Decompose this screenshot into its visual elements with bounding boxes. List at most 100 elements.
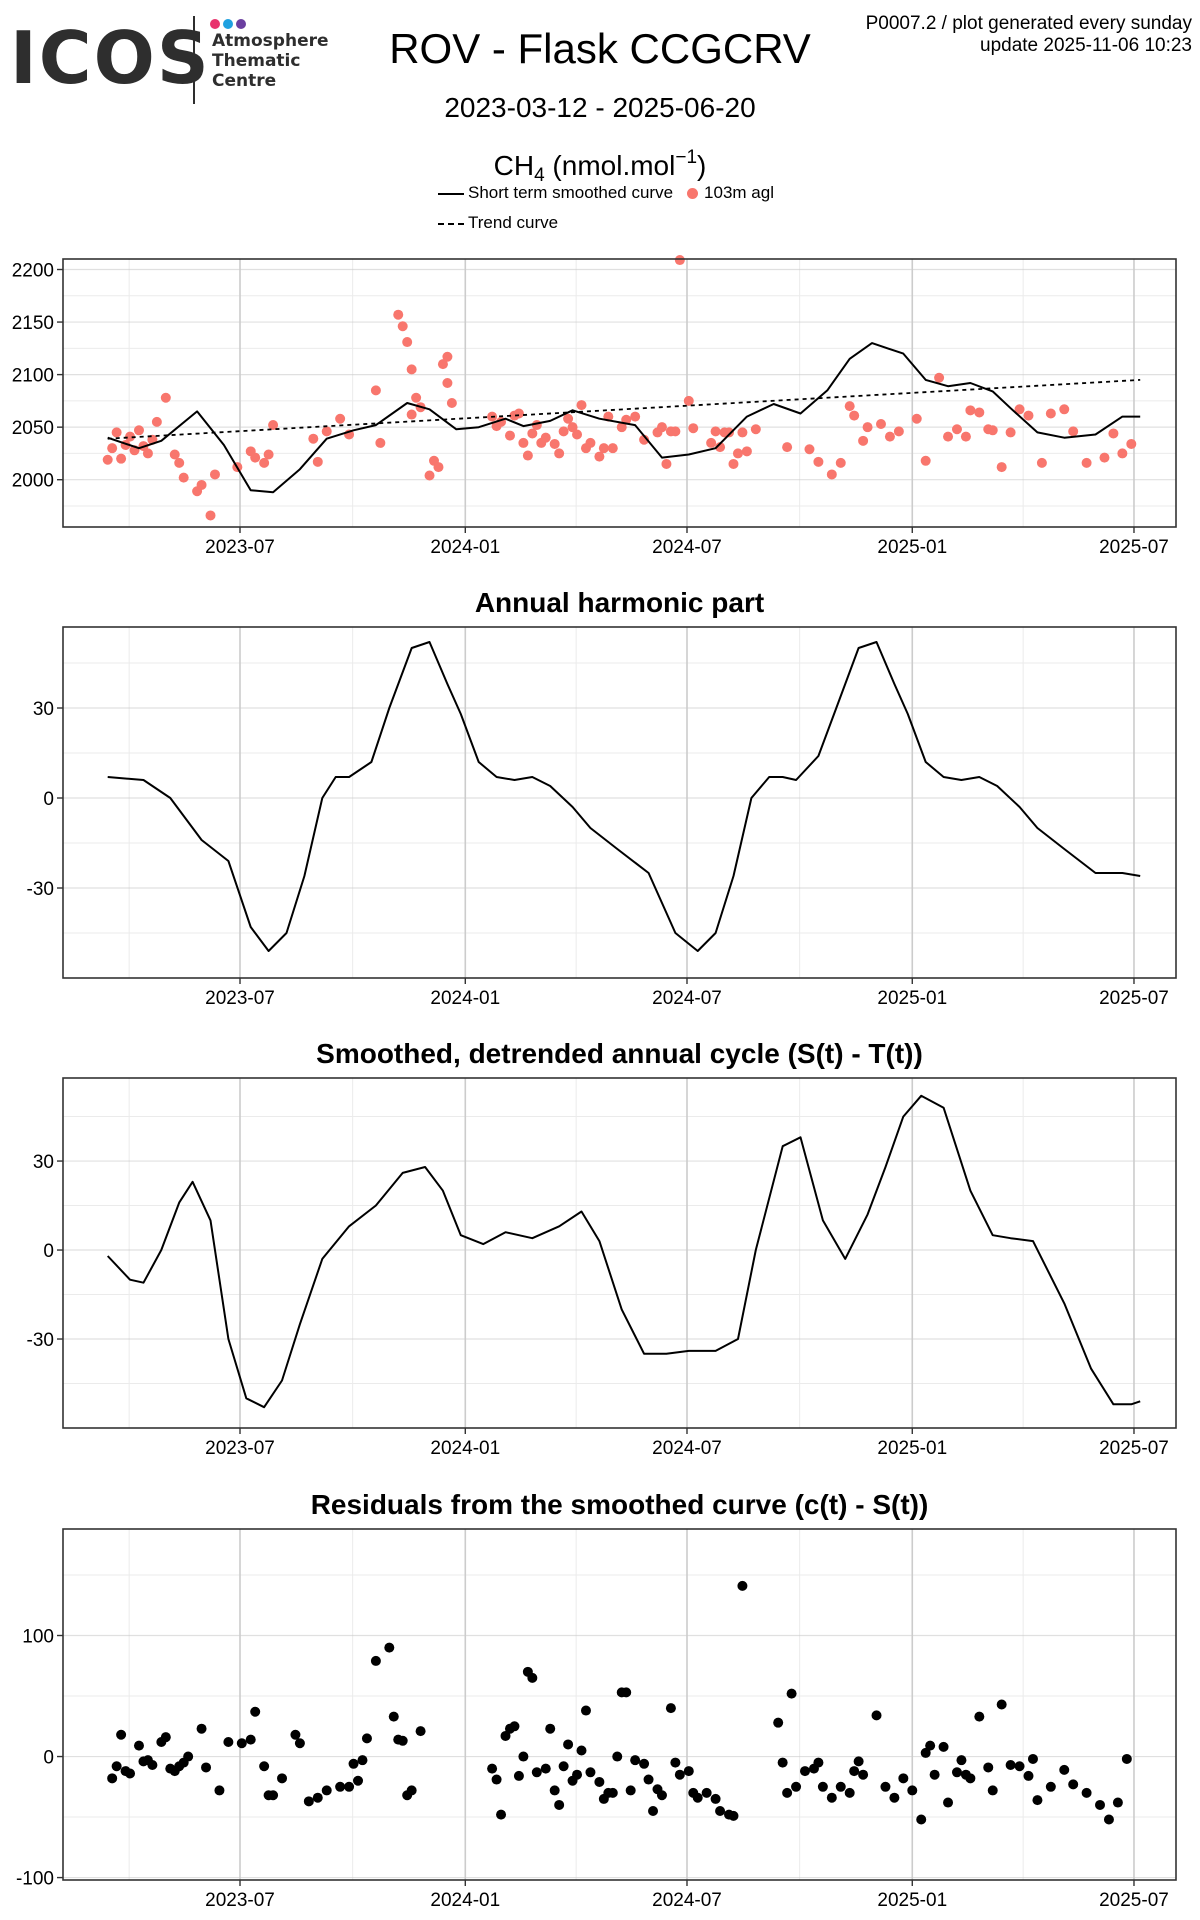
ch4-point — [196, 479, 207, 490]
detrended-cycle-panel-border — [62, 1077, 1177, 1429]
ch4-point — [393, 309, 404, 320]
residual-point — [201, 1762, 212, 1773]
residual-point — [277, 1773, 288, 1784]
residual-point — [929, 1769, 940, 1780]
species-base: CH — [493, 150, 535, 181]
residual-point — [715, 1806, 726, 1817]
date-range: 2023-03-12 - 2025-06-20 — [444, 92, 756, 123]
residual-point — [777, 1757, 788, 1768]
residual-point — [670, 1757, 681, 1768]
residual-point — [370, 1655, 381, 1666]
residual-point — [817, 1781, 828, 1792]
detrended-cycle-x-tick-label: 2023-07 — [205, 1438, 275, 1459]
detrended-cycle-y-tick-label: 30 — [33, 1152, 54, 1173]
residual-point — [683, 1766, 694, 1777]
ch4-point — [169, 449, 180, 460]
residual-point — [290, 1729, 301, 1740]
ch4-point — [102, 454, 113, 465]
residual-point — [563, 1739, 574, 1750]
residual-point — [692, 1792, 703, 1803]
residual-point — [849, 1766, 860, 1777]
residual-point — [1027, 1753, 1038, 1764]
ch4-point — [741, 446, 752, 457]
ch4-measurements-x-tick-label: 2025-01 — [877, 537, 947, 558]
residual-point — [259, 1761, 270, 1772]
logo-dot-purple — [236, 19, 246, 29]
residual-point — [996, 1699, 1007, 1710]
detrended-cycle-x-tick-label: 2024-07 — [652, 1438, 722, 1459]
residual-point — [196, 1723, 207, 1734]
ch4-point — [406, 409, 417, 420]
residual-point — [835, 1781, 846, 1792]
residuals-y-tick-label: 0 — [43, 1748, 54, 1769]
ch4-point — [1059, 404, 1070, 415]
legend-dashed-line-icon — [438, 222, 464, 225]
ch4-point — [732, 448, 743, 459]
residual-point — [125, 1768, 136, 1779]
ch4-measurements-y-tick-label: 2150 — [12, 313, 54, 334]
ch4-point — [826, 469, 837, 480]
annual-harmonic-panel-border — [62, 626, 1177, 979]
ch4-point — [1126, 438, 1137, 449]
residual-point — [728, 1810, 739, 1821]
detrended-cycle-curve — [106, 1094, 1141, 1409]
residual-point — [147, 1760, 158, 1771]
ch4-point — [920, 455, 931, 466]
annual-harmonic-y-tick-label: 30 — [33, 699, 54, 720]
residual-point — [1103, 1814, 1114, 1825]
residuals-x-tick-label: 2024-01 — [430, 1890, 500, 1911]
legend-point-icon — [687, 188, 699, 200]
residual-point — [348, 1758, 359, 1769]
residual-point — [236, 1738, 247, 1749]
legend-trend-label: Trend curve — [468, 213, 559, 232]
ch4-point — [259, 457, 270, 468]
residual-point — [1045, 1781, 1056, 1792]
residual-point — [800, 1766, 810, 1777]
annual-harmonic-x-tick-label: 2023-07 — [205, 988, 275, 1009]
ch4-point — [835, 457, 846, 468]
ch4-point — [209, 469, 220, 480]
residual-point — [656, 1790, 667, 1801]
ch4-point — [844, 401, 855, 412]
ch4-point — [411, 392, 422, 403]
residual-point — [406, 1785, 417, 1796]
ch4-point — [974, 407, 985, 418]
ch4-measurements-x-tick-label: 2025-07 — [1099, 537, 1169, 558]
legend-points-label: 103m agl — [704, 183, 774, 202]
residual-point — [487, 1763, 498, 1774]
residual-point — [353, 1775, 364, 1786]
residual-point — [527, 1672, 538, 1683]
ch4-point — [1005, 427, 1016, 438]
ch4-point — [960, 431, 971, 442]
ch4-point — [312, 456, 323, 467]
residual-point — [491, 1774, 502, 1785]
ch4-point — [943, 431, 954, 442]
residual-point — [1081, 1787, 1092, 1798]
annual-harmonic-x-tick-label: 2025-01 — [877, 988, 947, 1009]
ch4-point — [884, 431, 895, 442]
residual-point — [303, 1796, 314, 1807]
residual-point — [312, 1792, 323, 1803]
ch4-point — [554, 448, 565, 459]
residual-point — [951, 1767, 962, 1778]
ch4-point — [804, 444, 815, 455]
residual-point — [643, 1774, 654, 1785]
residual-point — [701, 1787, 712, 1798]
ch4-point — [656, 422, 667, 433]
residual-point — [786, 1688, 797, 1699]
smoothed-curve — [107, 342, 1141, 494]
residual-point — [983, 1762, 994, 1773]
ch4-point — [1099, 452, 1110, 463]
ch4-point — [513, 408, 524, 419]
ch4-point — [728, 458, 739, 469]
ch4-point — [670, 426, 681, 437]
ch4-point — [750, 424, 761, 435]
residual-point — [965, 1773, 976, 1784]
ch4-measurements-x-tick-label: 2024-01 — [430, 537, 500, 558]
ch4-point — [875, 419, 886, 430]
ch4-point — [174, 457, 185, 468]
residual-point — [513, 1770, 524, 1781]
residual-point — [335, 1781, 346, 1792]
residual-point — [974, 1711, 985, 1722]
